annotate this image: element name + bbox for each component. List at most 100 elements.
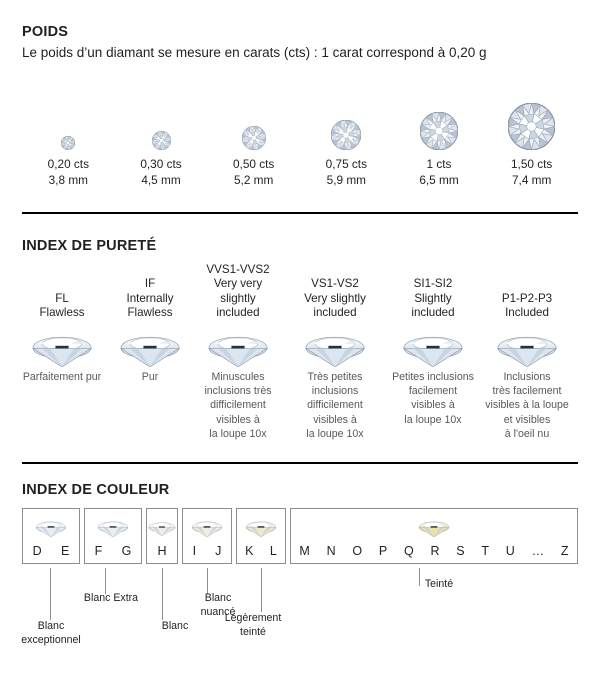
weight-scale: 0,20 cts 3,8 mm 0,30 cts 4,5 mm 0,50 cts 5,… <box>22 88 578 198</box>
clarity-grade: P1-P2-P3 Included <box>479 258 575 320</box>
clarity-grade-label: VVS1-VVS2 Very very slightly included <box>206 263 270 319</box>
weight-item: 0,30 cts 4,5 mm <box>115 88 207 188</box>
color-grade-letter: K <box>245 544 254 558</box>
color-grade-letters: H <box>147 544 177 558</box>
color-grade-letter: J <box>215 544 222 558</box>
weight-mm-label: 5,2 mm <box>233 172 274 187</box>
annotation-connector-line <box>105 568 106 594</box>
weight-carat-label: 0,30 cts <box>140 157 182 171</box>
color-grade-letter: G <box>121 544 132 558</box>
color-grade-letter: P <box>378 544 388 558</box>
diamond-top-view-icon <box>486 88 578 150</box>
color-grade-letter: Z <box>560 544 569 558</box>
color-grade-letter: U <box>505 544 515 558</box>
clarity-description: Minuscules inclusions très difficilement vi… <box>204 371 272 440</box>
clarity-grade: VVS1-VVS2 Very very slightly included <box>190 258 286 320</box>
weight-mm-label: 5,9 mm <box>326 172 366 187</box>
weight-carat-label: 0,50 cts <box>233 157 275 171</box>
diamond-top-view-icon <box>393 88 485 150</box>
clarity-grade-label: SI1-SI2 Slightly included <box>411 277 455 319</box>
annotation-connector-line <box>50 568 51 620</box>
weight-carat-label: 1 cts <box>426 157 452 171</box>
weight-item: 0,20 cts 3,8 mm <box>22 88 114 188</box>
diamond-top-view-icon <box>300 88 392 150</box>
divider-2 <box>22 462 578 464</box>
color-grade-letters: M N O P Q R S T U … Z <box>291 544 577 558</box>
divider-1 <box>22 212 578 214</box>
clarity-description: Très petites inclusions difficilement visib… <box>306 371 364 440</box>
annotation-label: Blanc nuancé <box>200 592 236 618</box>
diamond-color-icon <box>237 516 285 540</box>
weight-item: 1 cts 6,5 mm <box>393 88 485 188</box>
color-grade-letter: H <box>157 544 167 558</box>
clarity-grade-label: VS1-VS2 Very slightly included <box>304 277 366 319</box>
annotation-label: Blanc <box>161 620 189 632</box>
color-grade-box[interactable]: M N O P Q R S T U … Z <box>290 508 578 564</box>
weight-section-title: POIDS <box>22 24 69 40</box>
annotation-connector-line <box>261 568 262 612</box>
clarity-description: Pur <box>141 371 159 383</box>
annotation-label: Teinté <box>424 578 454 590</box>
color-grade-letter: Q <box>403 544 414 558</box>
clarity-grade: FL Flawless <box>14 258 110 320</box>
weight-carat-label: 0,20 cts <box>47 157 89 171</box>
clarity-grade: VS1-VS2 Very slightly included <box>287 258 383 320</box>
color-grade-letter: … <box>531 544 545 558</box>
diamond-side-view-icon <box>287 326 383 377</box>
color-grade-letter: E <box>61 544 70 558</box>
weight-mm-label: 6,5 mm <box>419 172 459 187</box>
diamond-color-icon <box>291 516 577 540</box>
diamond-side-view-icon <box>385 326 481 377</box>
color-grade-letter: R <box>430 544 440 558</box>
color-grade-letter: F <box>94 544 103 558</box>
clarity-grade: IF Internally Flawless <box>102 258 198 320</box>
color-grade-letter: L <box>269 544 277 558</box>
color-grade-letter: N <box>326 544 336 558</box>
diamond-color-icon <box>147 516 177 540</box>
annotation-connector-line <box>207 568 208 594</box>
color-grade-letter: I <box>192 544 197 558</box>
diamond-side-view-icon <box>190 326 286 377</box>
color-grade-letter: D <box>32 544 42 558</box>
diamond-color-icon <box>183 516 231 540</box>
annotation-connector-line <box>162 568 163 620</box>
clarity-section-title: INDEX DE PURETÉ <box>22 238 157 254</box>
diamond-side-view-icon <box>102 326 198 377</box>
color-grade-letter: O <box>352 544 363 558</box>
annotation-label: Légèrement teinté <box>224 612 282 638</box>
clarity-description: Inclusions très facilement visibles à la l… <box>485 371 569 440</box>
diamond-color-icon <box>23 516 79 540</box>
weight-item: 0,75 cts 5,9 mm <box>300 88 392 188</box>
color-grade-letter: S <box>456 544 465 558</box>
weight-mm-label: 7,4 mm <box>511 172 552 187</box>
color-grade-box[interactable]: H <box>146 508 178 564</box>
clarity-description: Petites inclusions facilement visibles à la… <box>392 371 474 426</box>
annotation-connector-line <box>419 568 420 586</box>
diamond-top-view-icon <box>22 88 114 150</box>
diamond-side-view-icon <box>479 326 575 377</box>
annotation-label: Blanc exceptionnel <box>21 620 81 646</box>
clarity-grade: SI1-SI2 Slightly included <box>385 258 481 320</box>
diamond-top-view-icon <box>208 88 300 150</box>
weight-section-subtitle: Le poids d’un diamant se mesure en carat… <box>22 45 487 60</box>
weight-mm-label: 3,8 mm <box>48 172 88 187</box>
weight-mm-label: 4,5 mm <box>141 172 181 187</box>
clarity-grade-label: FL Flawless <box>39 291 85 319</box>
color-grade-letter: T <box>481 544 490 558</box>
color-grade-letter: M <box>299 544 310 558</box>
clarity-grade-label: P1-P2-P3 Included <box>501 291 553 319</box>
weight-item: 0,50 cts 5,2 mm <box>208 88 300 188</box>
clarity-grade-label: IF Internally Flawless <box>126 277 174 319</box>
diamond-color-icon <box>85 516 141 540</box>
clarity-description: Parfaitement pur <box>22 371 102 383</box>
